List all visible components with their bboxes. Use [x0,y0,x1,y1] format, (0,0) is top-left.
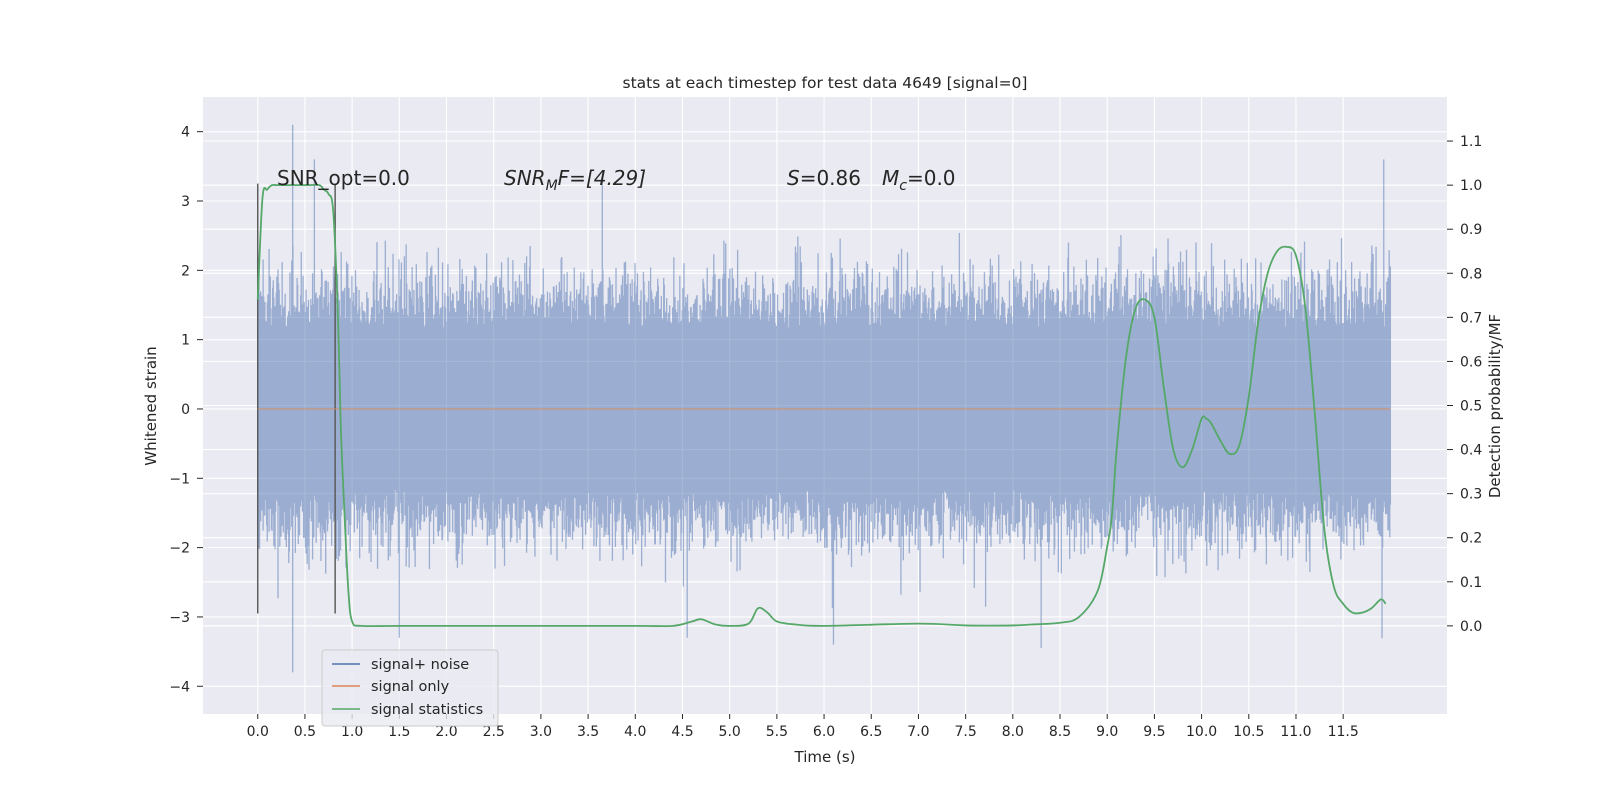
y-left-tick-label: 1 [181,333,190,349]
y-left-tick-label: 3 [181,194,190,210]
y-left-tick-label: −1 [169,471,190,487]
x-tick-label: 7.0 [907,724,929,740]
legend-label-signal-noise: signal+ noise [371,657,469,673]
x-tick-label: 10.0 [1186,724,1217,740]
annotation-s-main: S [787,166,800,190]
annotation-mc-tail: =0.0 [907,166,956,190]
y-right-axis-label: Detection probability/MF [1486,314,1504,498]
x-tick-label: 1.5 [388,724,410,740]
y-left-tick-label: 4 [181,125,190,141]
y-right-tick-label: 0.6 [1460,354,1482,370]
series-lines [256,183,1391,628]
legend: signal+ noise signal only signal statist… [321,649,499,727]
y-right-tick-label: 0.3 [1460,487,1482,503]
x-axis-label: Time (s) [794,748,856,766]
y-right-tick-label: 0.2 [1460,531,1482,547]
y-left-tick-label: −3 [169,610,190,626]
x-tick-label: 9.0 [1096,724,1118,740]
x-tick-label: 5.5 [766,724,788,740]
annotation-snr-mf-tail: F=[4.29] [558,166,646,190]
y-right-tick-label: 0.5 [1460,399,1482,415]
y-left-tick-label: 0 [181,402,190,418]
y-left-tick-label: −2 [169,541,190,557]
x-tick-label: 4.0 [624,724,646,740]
x-tick-label: 6.0 [813,724,835,740]
x-tick-label: 0.0 [247,724,269,740]
annotation-snr-mf: SNRMF=[4.29] [504,166,646,194]
y-right-tick-label: 0.9 [1460,222,1482,238]
y-right-tick-label: 1.0 [1460,178,1482,194]
x-tick-label: 11.0 [1280,724,1311,740]
x-tick-label: 0.5 [294,724,316,740]
y-right-axis-ticks: 0.0 0.1 0.2 0.3 0.4 0.5 0.6 0.7 0.8 0.9 1.0 1.1 [1447,134,1482,635]
annotation-snr-mf-main: SNR [504,166,546,190]
annotation-s-tail: =0.86 [800,166,861,190]
x-tick-label: 7.5 [955,724,977,740]
y-right-tick-label: 1.1 [1460,134,1482,150]
legend-label-signal-only: signal only [371,679,450,695]
x-tick-label: 8.5 [1049,724,1071,740]
legend-box [321,649,499,727]
y-right-tick-label: 0.4 [1460,443,1482,459]
x-tick-label: 9.5 [1143,724,1165,740]
y-left-tick-label: −4 [169,679,190,695]
annotation-s: S=0.86 [787,166,861,190]
y-right-tick-label: 0.7 [1460,310,1482,326]
x-tick-label: 4.5 [671,724,693,740]
signal-statistics-line [256,183,1387,628]
x-axis-ticks: 0.0 0.5 1.0 1.5 2.0 2.5 3.0 3.5 4.0 4.5 5.0 5.5 6.0 6… [247,714,1359,740]
annotation-mc-sub: c [899,178,907,194]
x-tick-label: 3.5 [577,724,599,740]
y-right-tick-label: 0.8 [1460,266,1482,282]
x-tick-label: 6.5 [860,724,882,740]
annotation-snr-opt: SNR_opt=0.0 [277,166,410,190]
annotation-mc-main: M [882,166,899,190]
x-tick-label: 11.5 [1328,724,1359,740]
x-tick-label: 5.0 [719,724,741,740]
x-tick-label: 2.0 [435,724,457,740]
x-tick-label: 8.0 [1002,724,1024,740]
chart-title: stats at each timestep for test data 464… [623,74,1028,92]
x-tick-label: 3.0 [530,724,552,740]
y-right-tick-label: 0.1 [1460,575,1482,591]
y-right-tick-label: 0.0 [1460,619,1482,635]
x-tick-label: 10.5 [1233,724,1264,740]
x-tick-label: 1.0 [341,724,363,740]
x-tick-label: 2.5 [483,724,505,740]
annotation-mc: Mc=0.0 [882,166,956,194]
annotation-snr-mf-sub: M [546,178,558,194]
legend-label-signal-statistics: signal statistics [371,702,483,718]
y-left-tick-label: 2 [181,263,190,279]
y-left-axis-ticks: −4 −3 −2 −1 0 1 2 3 4 [169,125,203,695]
y-left-axis-label: Whitened strain [142,346,160,465]
